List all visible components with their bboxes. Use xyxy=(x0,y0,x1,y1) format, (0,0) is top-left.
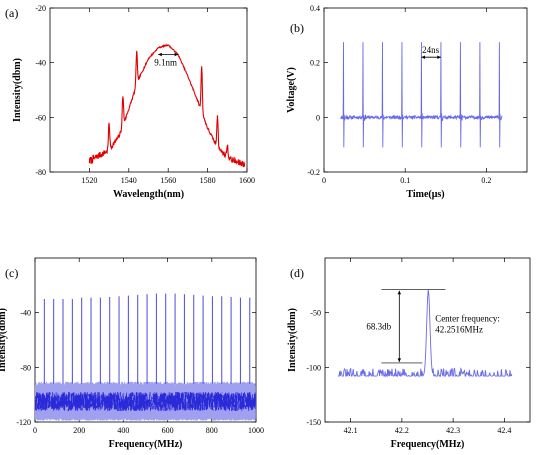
period-arrow-head xyxy=(421,55,426,59)
panel-c-label: (c) xyxy=(5,266,18,280)
y-tick-label: -0.2 xyxy=(307,168,320,177)
plot-frame-a xyxy=(49,7,248,173)
plot-frame-c xyxy=(34,257,257,423)
x-tick-label: 42.4 xyxy=(497,426,511,435)
snr-arrow-head xyxy=(397,358,402,362)
panel-b-label: (b) xyxy=(290,21,304,35)
x-tick-label: 42.3 xyxy=(446,426,460,435)
pulse-train-trace xyxy=(340,42,503,148)
y-tick-label: -80 xyxy=(20,363,31,372)
x-tick-label: 200 xyxy=(73,426,85,435)
snr-arrow-head xyxy=(397,290,402,295)
x-tick-label: 42.2 xyxy=(395,426,409,435)
x-axis-label: Time(μs) xyxy=(406,189,444,200)
x-tick-label: 1580 xyxy=(200,176,216,185)
x-tick-label: 1520 xyxy=(81,176,97,185)
panel-d-label: (d) xyxy=(290,266,304,280)
x-axis-label: Frequency(MHz) xyxy=(109,439,183,450)
panel-d: (d) 42.1 42.2 42.3 42.4 -150 -100 -50 Frequency… xyxy=(287,257,531,450)
bandwidth-arrow-head xyxy=(158,52,162,57)
x-tick-label: 0 xyxy=(33,426,37,435)
rf-spectrum-trace xyxy=(337,289,513,378)
period-annotation: 24ns xyxy=(422,45,440,55)
panel-a: (a) 1520 1540 1560 1580 1600 -80 -60 -40 -20 Wave… xyxy=(5,4,255,200)
x-tick-label: 1560 xyxy=(160,176,176,185)
spectrum-trace xyxy=(88,43,246,168)
panel-c: (c) 0 200 400 600 800 1000 -120 -80 -40 Frequency… xyxy=(0,257,264,450)
x-tick-label: 400 xyxy=(117,426,129,435)
panel-d-plot: 42.1 42.2 42.3 42.4 -150 -100 -50 Frequency(MHz… xyxy=(287,257,531,450)
y-tick-label: -120 xyxy=(16,418,31,427)
x-tick-label: 0.1 xyxy=(400,176,410,185)
y-axis-label: Intensity(dbm) xyxy=(287,308,298,372)
y-tick-label: -20 xyxy=(35,4,46,13)
y-axis-label: Voltage(V) xyxy=(286,67,297,113)
panel-b: (b) 0 0.1 0.2-0.200.20.4Time(μs)Voltage(V)… xyxy=(286,4,528,200)
y-tick-label: 0.2 xyxy=(310,59,320,68)
y-tick-label: -100 xyxy=(306,363,321,372)
x-tick-label: 1540 xyxy=(121,176,137,185)
y-tick-label: -40 xyxy=(20,309,31,318)
x-tick-label: 600 xyxy=(162,426,174,435)
panel-c-plot: 0 200 400 600 800 1000 -120 -80 -40 Frequency(MHz… xyxy=(0,257,264,450)
x-axis-label: Frequency(MHz) xyxy=(391,439,465,450)
period-arrow-head xyxy=(437,55,441,59)
y-axis-label: Intensity(dbm) xyxy=(0,308,8,372)
y-tick-label: -80 xyxy=(35,168,46,177)
y-tick-label: -40 xyxy=(35,59,46,68)
y-tick-label: -50 xyxy=(310,309,321,318)
plot-frame-b xyxy=(323,7,528,173)
x-tick-label: 800 xyxy=(206,426,218,435)
bandwidth-annotation: 9.1nm xyxy=(154,57,177,67)
y-tick-label: -150 xyxy=(306,418,321,427)
panel-a-plot: 1520 1540 1560 1580 1600 -80 -60 -40 -20 Waveleng… xyxy=(12,4,255,200)
noise-floor-core xyxy=(35,391,256,412)
x-tick-label: 1000 xyxy=(248,426,264,435)
y-axis-label: Intensity(dbm) xyxy=(12,58,23,122)
plot-frame-d xyxy=(324,257,531,423)
x-tick-label: 0 xyxy=(322,176,326,185)
bandwidth-arrow-head xyxy=(174,52,179,57)
center-frequency-label: Center frequency: xyxy=(435,313,500,323)
x-axis-label: Wavelength(nm) xyxy=(113,189,184,200)
panel-a-label: (a) xyxy=(5,6,18,20)
x-tick-label: 0.2 xyxy=(481,176,491,185)
y-tick-label: 0.4 xyxy=(310,4,320,13)
y-tick-label: 0 xyxy=(316,113,320,122)
center-frequency-value: 42.2516MHz xyxy=(435,324,483,334)
x-tick-label: 42.1 xyxy=(344,426,358,435)
x-tick-label: 1600 xyxy=(239,176,255,185)
y-tick-label: -60 xyxy=(35,113,46,122)
snr-annotation: 68.3db xyxy=(366,321,391,331)
